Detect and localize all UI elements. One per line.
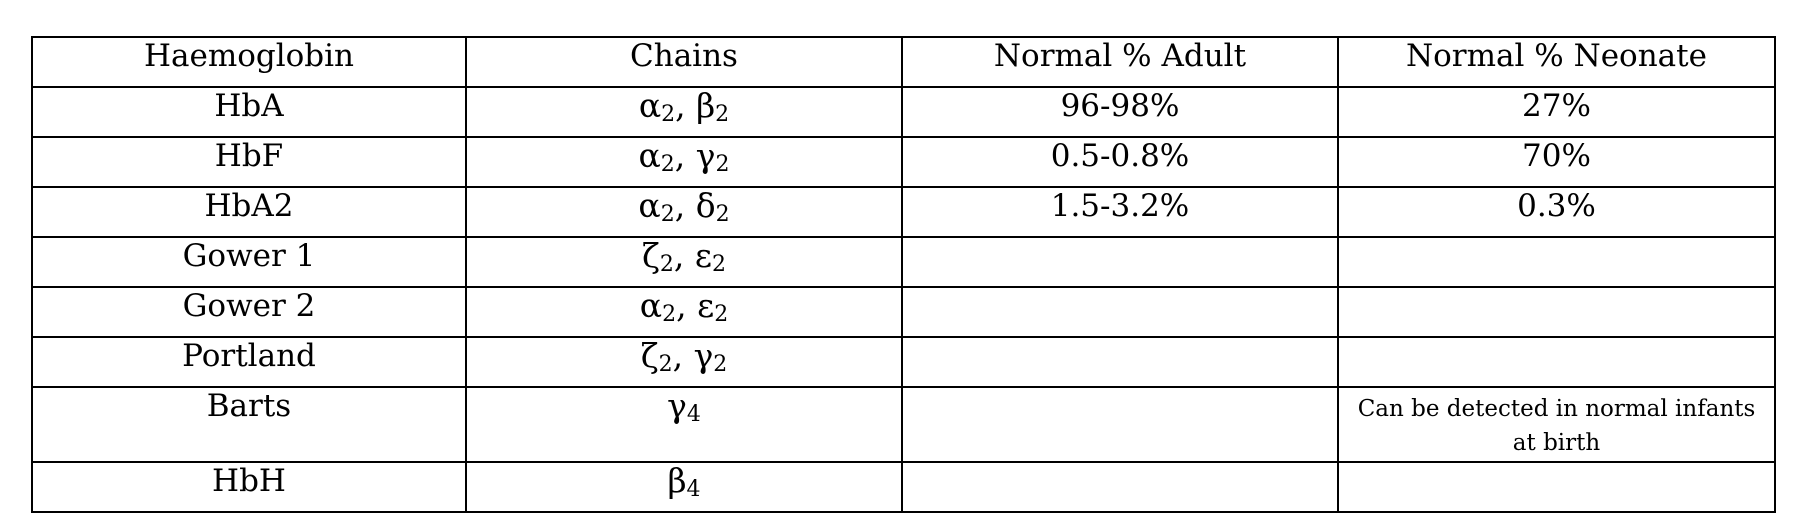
chain-greek-letter: β	[696, 86, 716, 125]
chain-greek-letter: α	[638, 186, 661, 225]
table-row: Gower 2 α2, ε2	[31, 286, 1776, 338]
cell-chains: γ4	[465, 386, 903, 463]
chain-greek-letter: γ	[693, 336, 714, 375]
chain-greek-letter: α	[638, 86, 662, 125]
cell-normal-adult	[901, 461, 1339, 513]
chain-count: 2	[715, 202, 730, 227]
chain-greek-letter: α	[639, 286, 663, 325]
cell-haemoglobin: Gower 1	[31, 236, 467, 288]
cell-haemoglobin: HbA2	[31, 186, 467, 238]
chain-count: 2	[714, 302, 729, 327]
chain-count: 2	[715, 102, 730, 127]
chain-separator: ,	[676, 286, 698, 325]
table-header-row: Haemoglobin Chains Normal % Adult Normal…	[31, 36, 1776, 88]
cell-normal-adult	[901, 236, 1339, 288]
cell-normal-adult	[901, 286, 1339, 338]
cell-chains: α2, β2	[465, 86, 903, 138]
haemoglobin-table-container: Haemoglobin Chains Normal % Adult Normal…	[31, 36, 1776, 513]
cell-haemoglobin: HbA	[31, 86, 467, 138]
table-row: Barts γ4 Can be detected in normal infants…	[31, 386, 1776, 463]
chain-count: 2	[715, 152, 730, 177]
cell-normal-neonate: 70%	[1337, 136, 1776, 188]
chain-greek-letter: δ	[695, 186, 716, 225]
cell-normal-neonate: 27%	[1337, 86, 1776, 138]
cell-haemoglobin: HbH	[31, 461, 467, 513]
cell-haemoglobin: HbF	[31, 136, 467, 188]
table-row: HbF α2, γ2 0.5-0.8% 70%	[31, 136, 1776, 188]
cell-normal-neonate	[1337, 461, 1776, 513]
cell-normal-adult: 1.5-3.2%	[901, 186, 1339, 238]
table-row: Gower 1 ζ2, ε2	[31, 236, 1776, 288]
chain-count: 4	[686, 402, 701, 427]
chain-greek-letter: ε	[694, 236, 712, 275]
cell-chains: α2, ε2	[465, 286, 903, 338]
chain-greek-letter: ζ	[640, 336, 659, 375]
cell-haemoglobin: Gower 2	[31, 286, 467, 338]
haemoglobin-table: Haemoglobin Chains Normal % Adult Normal…	[31, 36, 1776, 513]
chain-greek-letter: β	[667, 461, 687, 500]
cell-normal-neonate	[1337, 286, 1776, 338]
cell-haemoglobin: Barts	[31, 386, 467, 463]
cell-normal-neonate: 0.3%	[1337, 186, 1776, 238]
cell-haemoglobin: Portland	[31, 336, 467, 388]
header-normal-adult: Normal % Adult	[901, 36, 1339, 88]
table-row: HbA2 α2, δ2 1.5-3.2% 0.3%	[31, 186, 1776, 238]
cell-chains: ζ2, γ2	[465, 336, 903, 388]
cell-normal-neonate	[1337, 336, 1776, 388]
chain-count: 4	[686, 477, 701, 502]
table-row: HbH β4	[31, 461, 1776, 513]
chain-separator: ,	[674, 136, 696, 175]
cell-chains: α2, γ2	[465, 136, 903, 188]
cell-normal-adult	[901, 336, 1339, 388]
table-row: Portland ζ2, γ2	[31, 336, 1776, 388]
chain-separator: ,	[674, 186, 696, 225]
cell-normal-neonate	[1337, 236, 1776, 288]
chain-greek-letter: γ	[667, 386, 687, 425]
chain-count: 2	[661, 102, 676, 127]
header-normal-neonate: Normal % Neonate	[1337, 36, 1776, 88]
chain-separator: ,	[672, 336, 694, 375]
chain-count: 2	[662, 302, 677, 327]
chain-count: 2	[658, 352, 673, 377]
header-haemoglobin: Haemoglobin	[31, 36, 467, 88]
cell-chains: β4	[465, 461, 903, 513]
cell-chains: α2, δ2	[465, 186, 903, 238]
chain-count: 2	[711, 252, 726, 277]
table-body: HbA α2, β2 96-98% 27% HbF α2, γ2 0.5-0.8% 70% Hb…	[31, 86, 1776, 513]
cell-normal-adult	[901, 386, 1339, 463]
chain-separator: ,	[673, 236, 695, 275]
chain-count: 2	[660, 152, 675, 177]
chain-count: 2	[660, 202, 675, 227]
chain-greek-letter: ε	[697, 286, 715, 325]
chain-count: 2	[659, 252, 674, 277]
chain-greek-letter: α	[638, 136, 661, 175]
chain-separator: ,	[675, 86, 697, 125]
cell-normal-adult: 0.5-0.8%	[901, 136, 1339, 188]
cell-normal-adult: 96-98%	[901, 86, 1339, 138]
header-chains: Chains	[465, 36, 903, 88]
table-row: HbA α2, β2 96-98% 27%	[31, 86, 1776, 138]
cell-chains: ζ2, ε2	[465, 236, 903, 288]
chain-greek-letter: ζ	[642, 236, 660, 275]
chain-greek-letter: γ	[695, 136, 716, 175]
chain-count: 2	[713, 352, 728, 377]
cell-normal-neonate: Can be detected in normal infants at bir…	[1337, 386, 1776, 463]
